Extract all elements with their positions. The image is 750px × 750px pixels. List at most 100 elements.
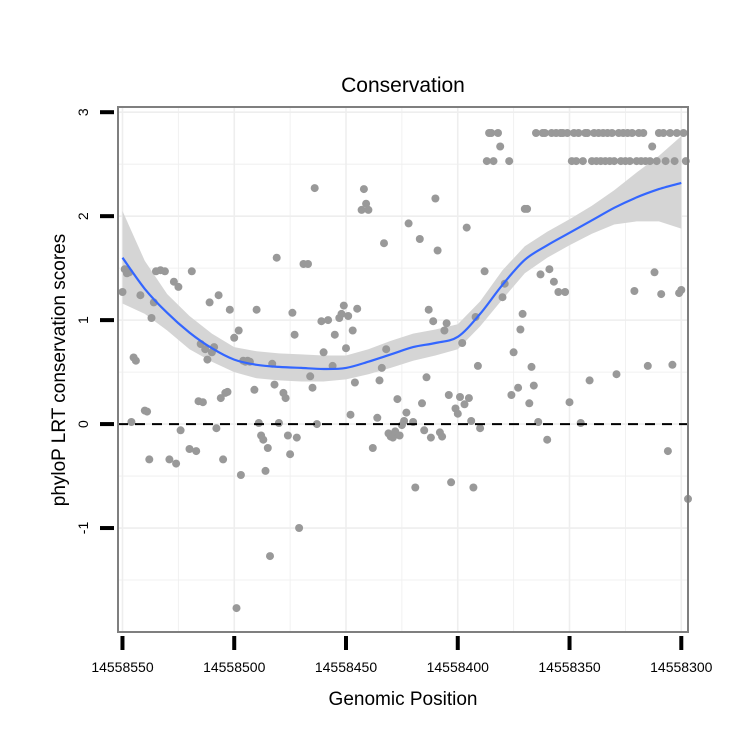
data-point <box>214 291 223 300</box>
data-point <box>453 409 462 418</box>
data-point <box>480 267 489 276</box>
data-point <box>270 380 279 389</box>
data-point <box>192 447 201 456</box>
data-point <box>131 356 140 365</box>
data-point <box>288 308 297 317</box>
data-point <box>187 267 196 276</box>
data-point <box>319 348 328 357</box>
data-point <box>219 455 228 464</box>
data-point <box>639 129 648 137</box>
data-point <box>380 239 388 248</box>
data-point <box>223 387 232 396</box>
data-point <box>456 393 464 401</box>
data-point <box>364 205 373 214</box>
data-point <box>400 417 409 425</box>
data-point <box>496 142 505 151</box>
data-point <box>203 355 212 364</box>
data-point <box>482 157 491 166</box>
data-point <box>545 265 554 274</box>
data-point <box>489 157 498 166</box>
data-point <box>357 205 366 214</box>
data-point <box>507 391 516 399</box>
data-point <box>359 185 368 194</box>
panel-frame <box>117 106 689 633</box>
data-point <box>536 270 545 279</box>
data-point <box>576 419 585 427</box>
data-point <box>516 325 525 334</box>
data-point <box>646 157 654 166</box>
data-point <box>657 290 666 299</box>
data-point <box>418 399 426 408</box>
data-point <box>462 223 471 232</box>
data-point <box>236 471 245 479</box>
data-point <box>216 394 225 403</box>
data-point <box>283 431 292 440</box>
x-tick-label: 14558350 <box>538 659 601 675</box>
data-point <box>679 129 688 137</box>
y-axis-label: phyloP LRT conservation scores <box>49 234 70 507</box>
data-point <box>368 444 377 452</box>
data-point <box>160 267 169 276</box>
data-point <box>525 399 534 408</box>
data-point <box>554 288 563 296</box>
data-point <box>471 313 480 321</box>
data-point <box>509 348 518 357</box>
data-point <box>308 383 317 392</box>
data-point <box>534 418 543 426</box>
data-point <box>324 316 333 325</box>
data-point <box>585 376 594 385</box>
grid-lines <box>118 107 688 632</box>
data-point <box>487 129 496 137</box>
data-point <box>494 129 502 137</box>
data-point <box>543 435 552 444</box>
data-point <box>127 418 136 426</box>
data-point <box>165 455 174 464</box>
data-point <box>234 326 243 335</box>
chart-title: Conservation <box>341 74 465 97</box>
data-point <box>469 483 478 492</box>
data-point <box>136 291 145 300</box>
data-point <box>666 129 675 137</box>
data-point <box>498 293 507 302</box>
panel-border <box>117 106 689 633</box>
data-point <box>574 129 583 137</box>
data-point <box>337 309 346 318</box>
smooth-line <box>121 181 682 371</box>
data-point <box>460 400 469 409</box>
x-tick-label: 14558400 <box>427 659 490 675</box>
data-point <box>261 466 270 475</box>
data-point <box>440 326 449 335</box>
data-point <box>143 407 152 416</box>
data-point <box>344 312 353 320</box>
data-point <box>628 129 637 137</box>
data-point <box>672 129 681 137</box>
data-point <box>565 398 574 407</box>
data-point <box>118 288 127 296</box>
data-point <box>169 277 178 286</box>
data-point <box>523 204 532 213</box>
data-point <box>295 524 304 532</box>
data-point <box>529 381 538 390</box>
data-point <box>205 298 214 307</box>
data-point <box>259 435 268 444</box>
data-point <box>348 326 357 335</box>
data-point <box>426 433 435 442</box>
data-point <box>518 309 527 318</box>
smooth-line-layer <box>121 181 682 371</box>
x-tick-label: 14558550 <box>91 659 154 675</box>
data-point <box>612 370 621 379</box>
data-point <box>350 378 359 387</box>
x-tick-label: 14558500 <box>203 659 266 675</box>
data-point <box>561 288 570 296</box>
data-point <box>176 426 185 435</box>
data-point <box>172 459 181 468</box>
data-point <box>659 129 668 137</box>
data-point <box>473 361 482 370</box>
data-point <box>563 129 572 137</box>
data-point <box>230 333 239 342</box>
data-point <box>608 129 616 137</box>
data-point <box>290 330 299 339</box>
data-point <box>353 304 362 313</box>
